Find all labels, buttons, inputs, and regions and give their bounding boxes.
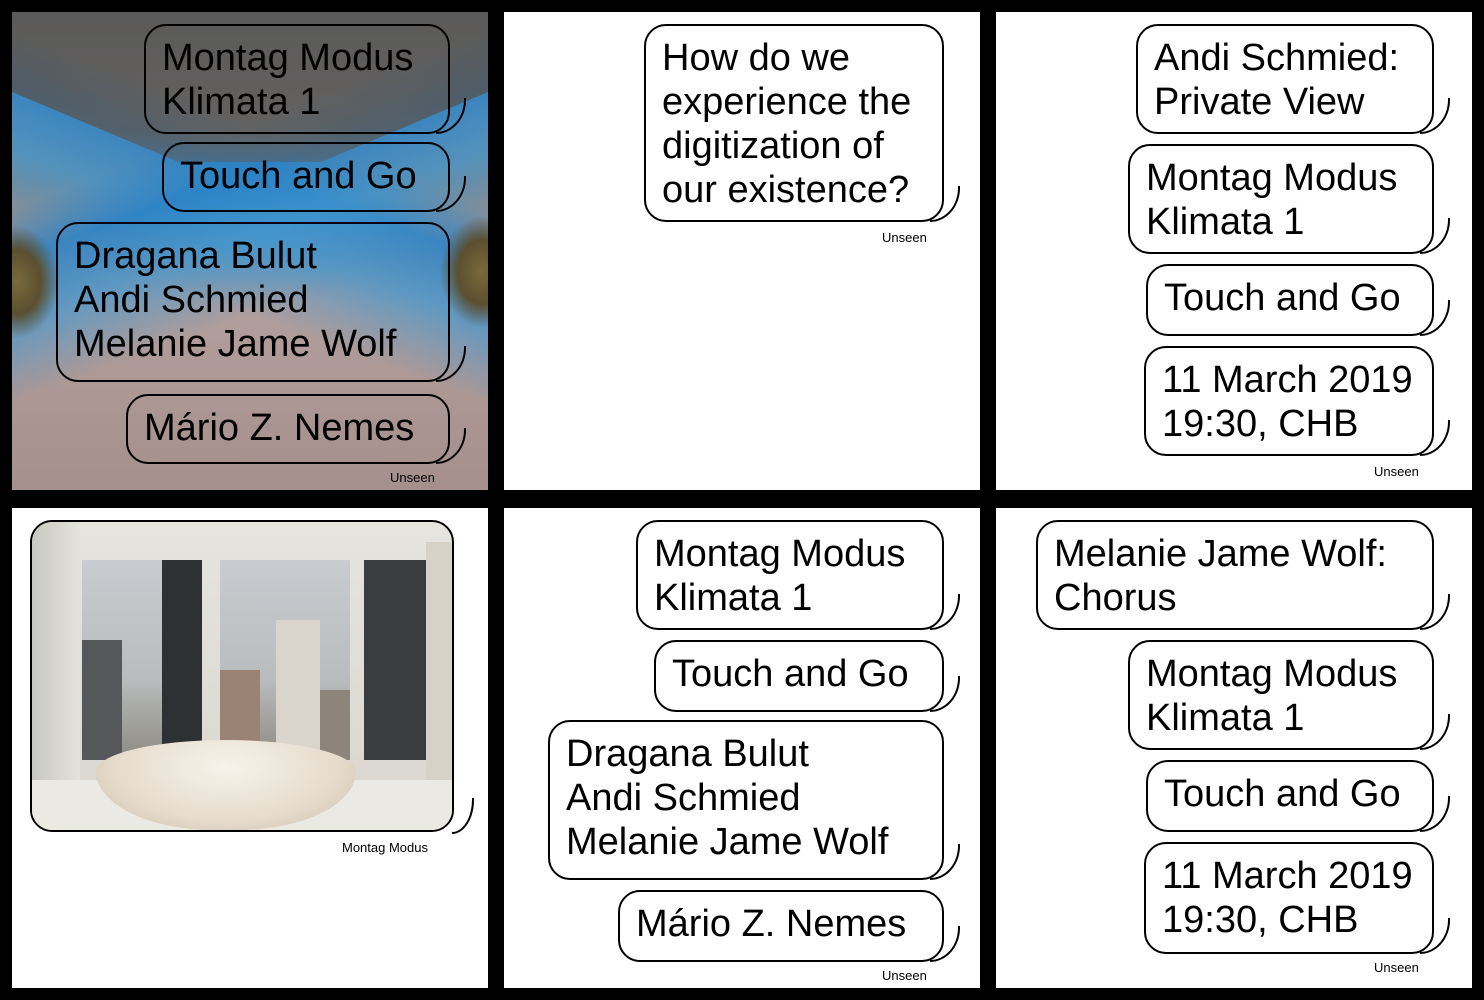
speech-bubble: Melanie Jame Wolf: Chorus [1036,520,1450,630]
building [162,560,202,760]
bathtub [96,740,356,830]
panel-eyes-photo: Montag Modus Klimata 1 Touch and Go Drag… [12,12,488,490]
speech-bubble: Montag Modus Klimata 1 [144,24,466,134]
panel-tag: Unseen [1374,960,1419,975]
speech-bubble: Touch and Go [1146,760,1450,832]
panel-melanie-jame-wolf: Melanie Jame Wolf: Chorus Montag Modus K… [996,508,1472,988]
panel-question: How do we experience the digitization of… [504,12,980,490]
building [320,690,350,760]
speech-bubble: Mário Z. Nemes [126,394,466,464]
wall-tile [32,522,80,830]
speech-bubble: Montag Modus Klimata 1 [636,520,960,630]
panel-tag: Unseen [390,470,435,485]
speech-bubble: Dragana Bulut Andi Schmied Melanie Jame … [548,720,960,880]
speech-bubble: Touch and Go [654,640,960,712]
panel-bathroom-photo: Montag Modus [12,508,488,988]
speech-bubble: Touch and Go [162,142,466,212]
speech-bubble: Montag Modus Klimata 1 [1128,640,1450,750]
photo-bubble-tail [452,798,474,834]
window-pane [82,560,202,760]
panel-tag: Unseen [882,968,927,983]
panel-participants: Montag Modus Klimata 1 Touch and Go Drag… [504,508,980,988]
panel-andi-schmied: Andi Schmied: Private View Montag Modus … [996,12,1472,490]
speech-bubble: Dragana Bulut Andi Schmied Melanie Jame … [56,222,466,382]
speech-bubble: 11 March 2019 19:30, CHB [1144,346,1450,456]
building [364,560,426,760]
window-pane [220,560,350,760]
speech-bubble: Touch and Go [1146,264,1450,336]
building [82,640,122,760]
bathroom-photo [30,520,454,832]
panel-tag: Unseen [882,230,927,245]
speech-bubble: Mário Z. Nemes [618,890,960,962]
building [276,620,320,760]
panel-tag: Unseen [1374,464,1419,479]
panel-tag: Montag Modus [342,840,428,855]
speech-bubble: How do we experience the digitization of… [644,24,960,222]
speech-bubble: 11 March 2019 19:30, CHB [1144,842,1450,954]
window-pane [364,560,426,760]
speech-bubble: Andi Schmied: Private View [1136,24,1450,134]
speech-bubble: Montag Modus Klimata 1 [1128,144,1450,254]
